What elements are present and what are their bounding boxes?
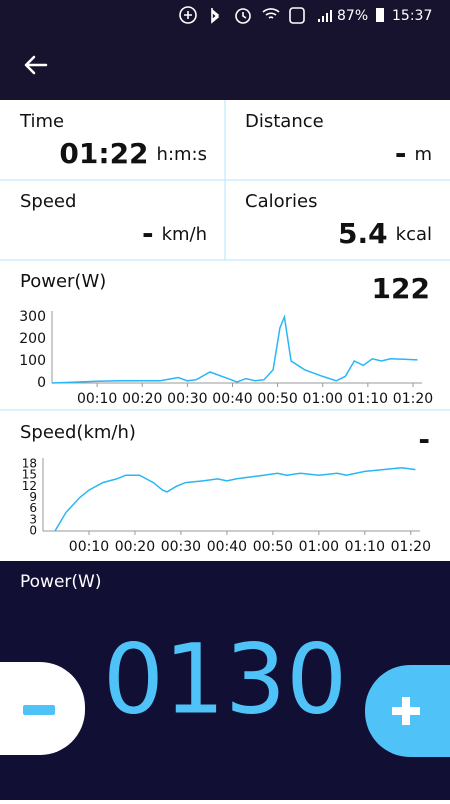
x-tick-label: 00:10	[77, 391, 117, 407]
minus-button[interactable]	[0, 662, 85, 755]
stat-value: 01:22	[59, 137, 148, 170]
header	[0, 0, 450, 100]
x-tick-label: 00:40	[212, 391, 252, 407]
stat-value-line: 5.4 kcal	[338, 217, 432, 250]
battery-icon	[376, 8, 384, 22]
stat-value-line: 01:22 h:m:s	[59, 137, 207, 170]
y-tick-label: 0	[29, 524, 37, 538]
x-tick-label: 00:10	[69, 539, 109, 555]
stat-label: Time	[19, 111, 64, 132]
y-tick-label: 100	[19, 353, 46, 369]
x-tick-label: 01:10	[348, 391, 388, 407]
y-tick-label: 6	[29, 501, 37, 515]
stat-label: Speed	[20, 191, 76, 212]
x-tick-label: 00:40	[207, 539, 247, 555]
stat-value-line: -m	[395, 137, 432, 170]
y-tick-label: 300	[19, 309, 46, 325]
stat-unit: kcal	[396, 224, 432, 245]
x-tick-label: 00:50	[257, 391, 297, 407]
status-icons	[179, 6, 305, 24]
x-tick-label: 00:30	[167, 391, 207, 407]
y-tick-label: 18	[22, 457, 37, 471]
back-button[interactable]	[24, 55, 48, 75]
x-tick-label: 00:30	[161, 539, 201, 555]
control-label: Power(W)	[20, 572, 101, 592]
chart-current: -	[418, 423, 430, 456]
stat-unit: h:m:s	[157, 144, 207, 165]
stat-value: -	[395, 137, 407, 170]
signal-icon	[318, 10, 332, 22]
chart-title: Speed(km/h)	[20, 422, 136, 443]
data-line	[54, 466, 416, 532]
x-tick-label: 01:20	[391, 539, 431, 555]
stat-value-line: - km/h	[142, 217, 207, 250]
x-tick-label: 01:20	[393, 391, 433, 407]
stat-label: Calories	[245, 191, 317, 212]
x-tick-label: 01:10	[345, 539, 385, 555]
dividers	[0, 100, 450, 411]
stat-label: Distance	[245, 111, 324, 132]
plus-button[interactable]	[365, 665, 450, 757]
y-tick-label: 15	[22, 468, 37, 482]
y-tick-label: 0	[37, 375, 46, 391]
stat-value: -	[142, 217, 154, 250]
x-tick-label: 00:20	[122, 391, 162, 407]
y-tick-label: 12	[22, 479, 37, 493]
battery-level: 87%	[337, 8, 368, 24]
x-tick-label: 00:20	[115, 539, 155, 555]
data-line	[51, 314, 418, 384]
x-tick-label: 01:00	[299, 539, 339, 555]
stat-value: 5.4	[338, 217, 388, 250]
y-tick-label: 200	[19, 331, 46, 347]
control-value: 0130	[103, 623, 347, 735]
x-tick-label: 00:50	[253, 539, 293, 555]
chart-title: Power(W)	[20, 271, 106, 292]
stat-unit: km/h	[162, 224, 207, 245]
stat-unit: m	[414, 144, 432, 165]
x-tick-label: 01:00	[303, 391, 343, 407]
clock: 15:37	[392, 8, 432, 24]
y-tick-label: 9	[29, 490, 37, 504]
y-tick-label: 3	[29, 512, 37, 526]
chart-current: 122	[372, 272, 430, 305]
